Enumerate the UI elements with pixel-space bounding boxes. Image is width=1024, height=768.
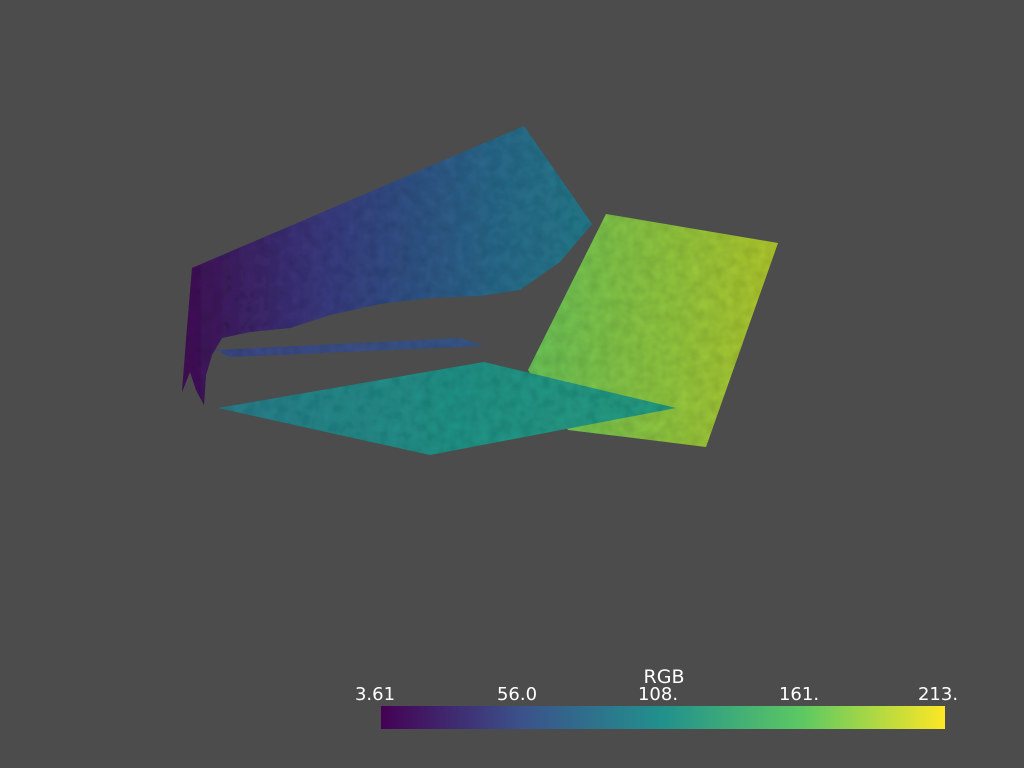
scalar-bar-tick: 56.0 (496, 684, 538, 705)
scalar-bar: RGB 3.61 56.0 108. 161. 213. (354, 664, 964, 734)
thin-strip-surface (216, 338, 484, 357)
scalar-bar-title: RGB (643, 666, 685, 688)
tilted-wall-surface (182, 126, 592, 405)
scalar-bar-tick: 213. (917, 684, 959, 705)
scalar-bar-tick: 161. (778, 684, 820, 705)
colorbar-gradient (381, 706, 945, 729)
scalar-bar-tick: 108. (637, 684, 679, 705)
scalar-bar-tick: 3.61 (354, 684, 396, 705)
floor-plate-surface (218, 362, 676, 455)
